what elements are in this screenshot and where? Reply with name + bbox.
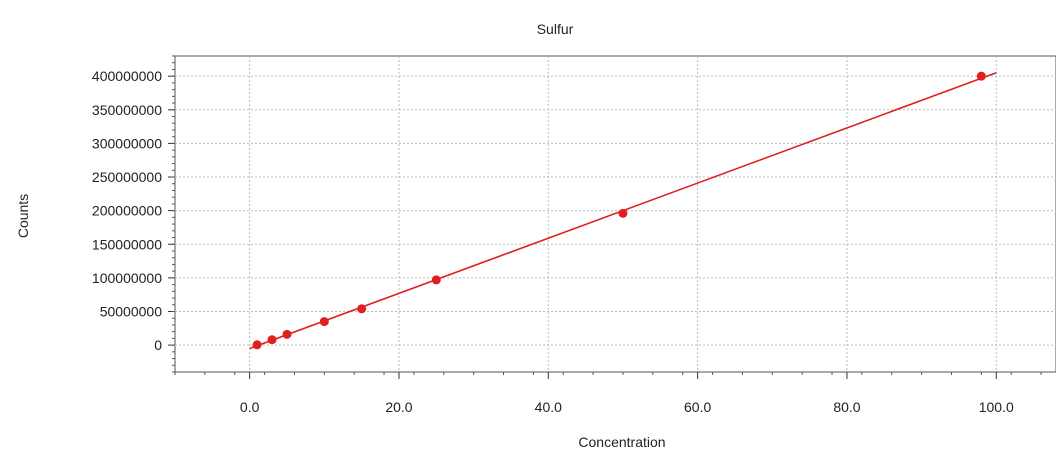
x-axis-label: Concentration [578,434,665,450]
y-tick-label: 100000000 [92,270,162,286]
y-axis-label: Counts [15,194,31,238]
data-point [618,208,628,218]
y-tick-label: 0 [154,337,162,353]
x-tick-label: 100.0 [979,399,1014,415]
data-point [357,304,367,314]
x-tick-label: 20.0 [385,399,412,415]
x-tick-label: 80.0 [833,399,860,415]
y-tick-label: 150000000 [92,236,162,252]
x-tick-label: 60.0 [684,399,711,415]
data-point [319,317,329,327]
data-point [282,329,292,339]
y-tick-label: 50000000 [100,303,163,319]
y-tick-label: 300000000 [92,135,162,151]
y-tick-label: 200000000 [92,203,162,219]
axes: 0.0 20.0 40.0 60.0 80.0 100.0 0 50000000 1000000… [92,55,1042,415]
data-point [267,335,277,345]
chart-title: Sulfur [537,21,574,37]
x-tick-label: 40.0 [535,399,562,415]
y-tick-label: 350000000 [92,102,162,118]
grid [175,56,1056,372]
y-tick-label: 400000000 [92,68,162,84]
y-tick-label: 250000000 [92,169,162,185]
data-point [252,340,262,350]
data-point [431,275,441,285]
series [249,71,997,350]
x-tick-label: 0.0 [240,399,260,415]
data-point [976,71,986,81]
